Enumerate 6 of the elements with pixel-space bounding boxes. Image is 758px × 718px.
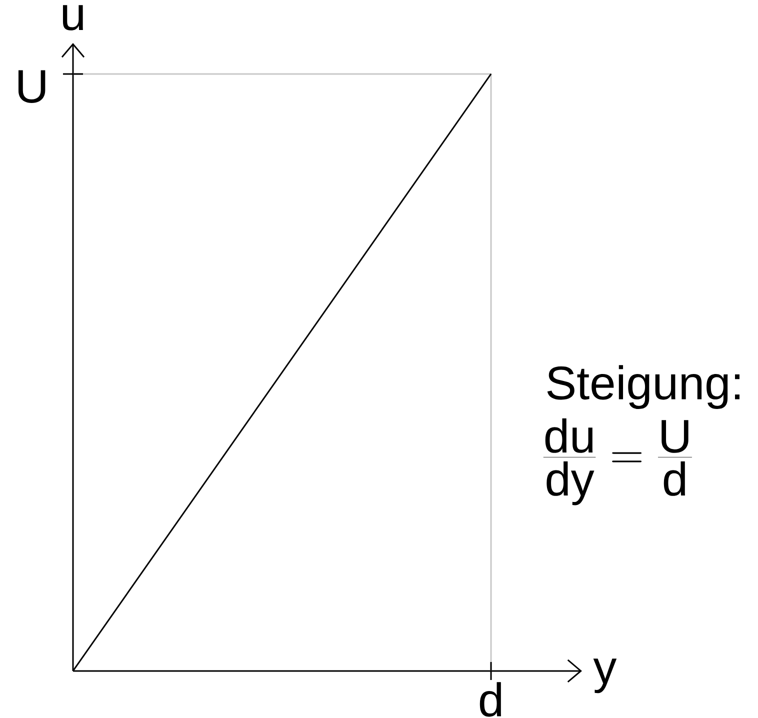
text: U	[18, 70, 46, 103]
annotation: Steigung:	[547, 365, 740, 409]
annotation: $\frac{\mathrm{du}}{\mathrm{dy}}=\frac{\mathrm{U}}{\mathrm{d}}$	[543, 418, 692, 506]
y-axis-title: u	[62, 5, 83, 30]
text: d	[480, 682, 502, 717]
x-axis-title: y	[593, 658, 617, 694]
